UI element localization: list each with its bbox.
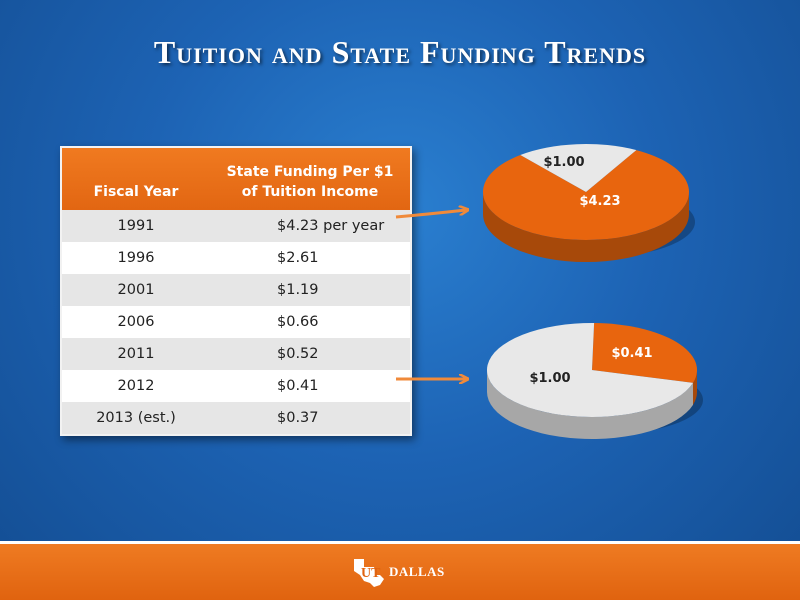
table-row: 2001 $1.19 xyxy=(62,274,410,306)
table-row: 1991 $4.23 per year xyxy=(62,210,410,242)
table-header-row: Fiscal Year State Funding Per $1 of Tuit… xyxy=(62,148,410,210)
footer-bar xyxy=(0,544,800,600)
row-value: $4.23 per year xyxy=(210,210,410,242)
header-funding-line1: State Funding Per $1 xyxy=(226,164,394,180)
table-row: 1996 $2.61 xyxy=(62,242,410,274)
row-year: 2011 xyxy=(62,338,210,370)
row-value: $2.61 xyxy=(210,242,410,274)
row-value: $1.19 xyxy=(210,274,410,306)
header-funding-line2: of Tuition Income xyxy=(241,184,379,200)
row-year: 2012 xyxy=(62,370,210,402)
pie-slice-label: $1.00 xyxy=(543,155,584,170)
row-year: 1996 xyxy=(62,242,210,274)
table-row: 2013 (est.) $0.37 xyxy=(62,402,410,434)
pie-slice-side xyxy=(487,370,694,440)
pie-slice-label: $1.00 xyxy=(529,371,570,386)
row-value: $0.52 xyxy=(210,338,410,370)
pie-slice-label: $0.41 xyxy=(611,346,652,361)
table-row: 2006 $0.66 xyxy=(62,306,410,338)
pie-slice-side xyxy=(693,370,697,405)
header-state-funding: State Funding Per $1 of Tuition Income xyxy=(210,148,410,210)
row-value: $0.41 xyxy=(210,370,410,402)
row-year: 2013 (est.) xyxy=(62,402,210,434)
pie-slice xyxy=(592,323,697,383)
pie-slice-label: $4.23 xyxy=(579,194,620,209)
funding-table: Fiscal Year State Funding Per $1 of Tuit… xyxy=(60,146,412,436)
header-fiscal-year: Fiscal Year xyxy=(62,148,210,210)
row-value: $0.37 xyxy=(210,402,410,434)
slide-title: Tuition and State Funding Trends xyxy=(153,34,647,70)
pie-slice xyxy=(487,323,694,417)
table-row: 2011 $0.52 xyxy=(62,338,410,370)
pie-slice xyxy=(520,144,637,192)
pie-slice xyxy=(482,150,689,240)
texas-star-logo-icon: UT xyxy=(354,559,384,587)
row-value: $0.66 xyxy=(210,306,410,338)
svg-text:UT: UT xyxy=(361,566,381,581)
pie-slice-side xyxy=(483,192,689,262)
row-year: 2001 xyxy=(62,274,210,306)
row-year: 2006 xyxy=(62,306,210,338)
arrow-1991-line xyxy=(395,210,466,219)
logo-dallas-text: DALLAS xyxy=(389,564,445,579)
table-row: 2012 $0.41 xyxy=(62,370,410,402)
footer-divider xyxy=(0,541,800,544)
row-year: 1991 xyxy=(62,210,210,242)
